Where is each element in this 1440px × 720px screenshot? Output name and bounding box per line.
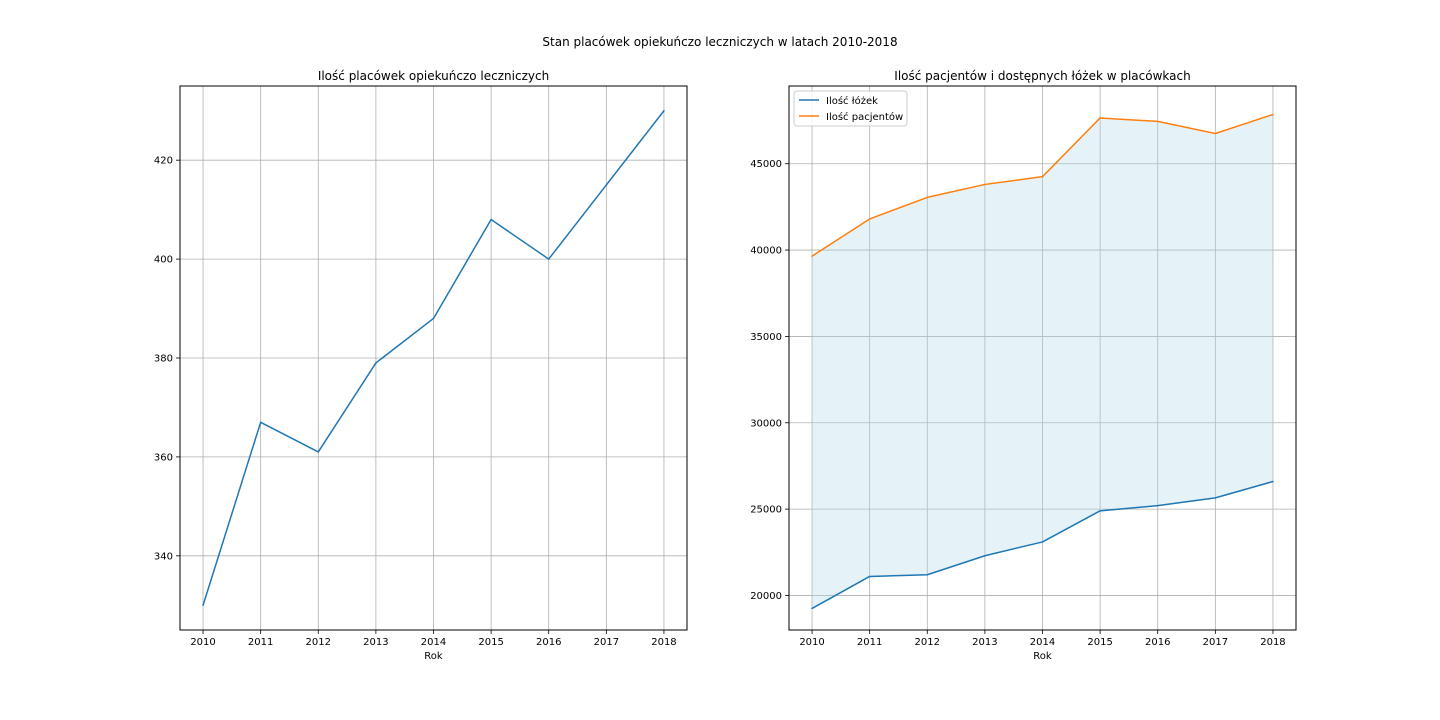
- x-tick-label: 2011: [248, 637, 273, 648]
- data-point: [811, 255, 813, 257]
- y-tick-label: 20000: [750, 591, 782, 602]
- data-point: [1272, 113, 1274, 116]
- legend-box: [793, 90, 908, 127]
- y-tick-label: 30000: [750, 418, 782, 429]
- chart-left-title: Ilość placówek opiekuńczo leczniczych: [318, 69, 549, 83]
- x-tick-label: 2012: [915, 637, 940, 648]
- data-point: [1099, 117, 1101, 119]
- data-point: [984, 183, 986, 186]
- x-tick-label: 2015: [1087, 637, 1112, 648]
- chart-right-xlabel: Rok: [1033, 651, 1052, 662]
- y-tick-label: 360: [154, 452, 173, 463]
- chart-left-ticks: 2010 2011 2012 2013 2014 2015 2016 2017 2018 340 3…: [154, 156, 677, 648]
- chart-right-title: Ilość pacjentów i dostępnych łóżek w pla…: [894, 69, 1190, 83]
- data-point: [1099, 510, 1101, 512]
- chart-right-ticks: 2010 2011 2012 2013 2014 2015 2016 2017 2018 2000…: [750, 159, 1285, 648]
- x-tick-label: 2010: [190, 637, 215, 648]
- data-point: [1214, 132, 1217, 135]
- data-point: [375, 362, 377, 364]
- y-tick-label: 340: [154, 551, 173, 562]
- y-tick-label: 380: [154, 354, 173, 365]
- data-point: [868, 218, 871, 220]
- data-point: [259, 421, 262, 424]
- chart-left: Ilość placówek opiekuńczo leczniczych 20…: [154, 69, 688, 662]
- x-tick-label: 2013: [972, 637, 997, 648]
- data-point: [663, 109, 665, 112]
- data-point: [1214, 497, 1217, 499]
- chart-right-series: [811, 113, 1274, 610]
- y-tick-label: 35000: [750, 332, 782, 343]
- x-tick-label: 2011: [857, 637, 882, 648]
- x-tick-label: 2017: [594, 637, 619, 648]
- y-tick-label: 400: [154, 255, 173, 266]
- x-tick-label: 2015: [478, 637, 503, 648]
- y-tick-label: 420: [154, 156, 173, 167]
- data-point: [926, 573, 929, 576]
- y-tick-label: 25000: [750, 505, 782, 516]
- data-point: [490, 218, 492, 221]
- data-point: [317, 451, 320, 453]
- data-point: [1156, 504, 1159, 507]
- data-point: [605, 184, 608, 186]
- y-tick-label: 45000: [750, 159, 782, 170]
- legend-label-beds: Ilość łóżek: [826, 95, 878, 107]
- x-tick-label: 2014: [1030, 637, 1055, 648]
- x-tick-label: 2010: [799, 637, 824, 648]
- legend-label-patients: Ilość pacjentów: [826, 111, 903, 123]
- x-tick-label: 2014: [421, 637, 446, 648]
- x-tick-label: 2018: [1260, 637, 1285, 648]
- data-point: [432, 317, 435, 320]
- x-tick-label: 2016: [1145, 637, 1170, 648]
- data-point: [1041, 175, 1044, 178]
- x-tick-label: 2018: [651, 637, 676, 648]
- fill-between-area: [812, 114, 1273, 609]
- data-point: [547, 258, 550, 260]
- chart-right: Ilość pacjentów i dostępnych łóżek w pla…: [750, 69, 1297, 662]
- data-point: [868, 575, 871, 578]
- chart-right-legend: Ilość łóżek Ilość pacjentów: [793, 90, 908, 127]
- chart-left-grid: [180, 86, 687, 630]
- chart-right-fills: [812, 114, 1273, 609]
- data-point: [926, 196, 929, 199]
- data-point: [1272, 480, 1274, 483]
- data-point: [1156, 120, 1159, 123]
- y-tick-label: 40000: [750, 246, 782, 257]
- data-point: [202, 604, 204, 607]
- figure-suptitle: Stan placówek opiekuńczo leczniczych w l…: [542, 35, 897, 49]
- x-tick-label: 2016: [536, 637, 561, 648]
- data-point: [811, 607, 813, 610]
- x-tick-label: 2012: [306, 637, 331, 648]
- chart-left-xlabel: Rok: [424, 651, 443, 662]
- data-point: [984, 554, 986, 557]
- x-tick-label: 2013: [363, 637, 388, 648]
- x-tick-label: 2017: [1203, 637, 1228, 648]
- chart-left-series: [202, 109, 665, 607]
- data-point: [1041, 541, 1044, 543]
